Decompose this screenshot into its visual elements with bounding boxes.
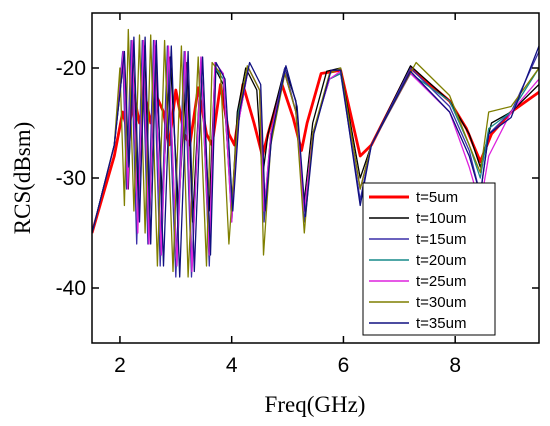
y-tick-label: -40	[56, 277, 86, 300]
legend-label: t=15um	[416, 231, 466, 248]
series-line-t-10um	[92, 45, 539, 234]
legend-label: t=30um	[416, 294, 466, 311]
legend-label: t=25um	[416, 273, 466, 290]
x-tick-label: 8	[449, 354, 461, 377]
y-axis-title: RCS(dBsm)	[10, 122, 35, 234]
legend-box	[362, 182, 496, 336]
legend-label: t=10um	[416, 210, 466, 227]
legend-label: t=35um	[416, 315, 466, 332]
ticks-layer: 2 4 6 8 -20 -30 -40	[56, 13, 539, 377]
x-tick-label: 4	[226, 354, 238, 377]
series-line-t-35um	[92, 36, 539, 278]
x-tick-label: 2	[114, 354, 126, 377]
series-layer	[92, 28, 539, 278]
x-tick-label: 6	[338, 354, 350, 377]
legend-label: t=20um	[416, 252, 466, 269]
legend-label: t=5um	[416, 189, 458, 206]
x-axis-title: Freq(GHz)	[265, 392, 366, 417]
y-tick-label: -20	[56, 57, 86, 80]
y-tick-label: -30	[56, 167, 86, 190]
legend: t=5um t=10um t=15um t=20um t=25um t=30um t=35u…	[362, 182, 496, 336]
